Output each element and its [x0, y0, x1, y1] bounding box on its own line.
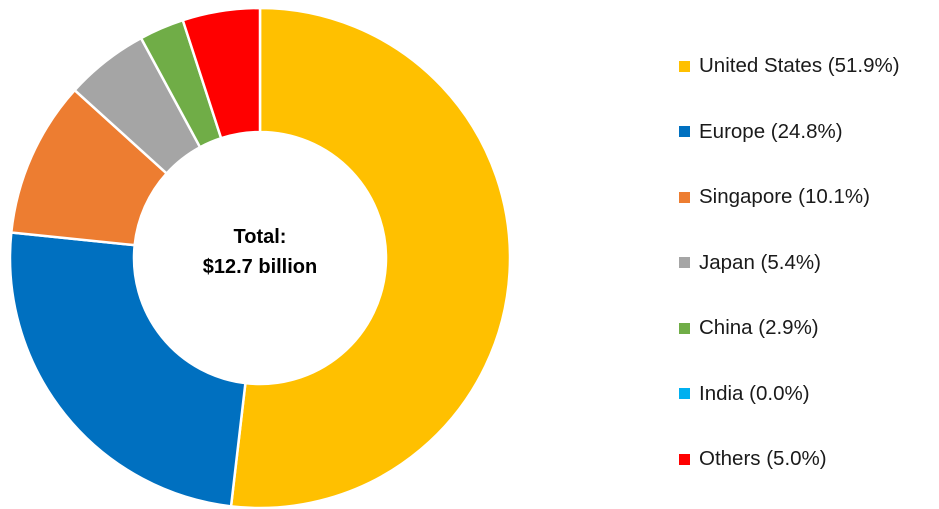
legend-label: India (0.0%) [699, 381, 810, 405]
donut-slice-1 [8, 231, 247, 508]
legend-label: China (2.9%) [699, 316, 819, 339]
donut-slice-0 [229, 6, 512, 509]
donut-slice-6 [181, 6, 262, 140]
legend-item: India (0.0%) [679, 378, 900, 410]
legend-item: Japan (5.4%) [679, 247, 900, 279]
legend-item: United States (51.9%) [679, 50, 900, 82]
legend-item: Singapore (10.1%) [679, 181, 900, 213]
legend-swatch [679, 388, 690, 399]
center-label-line-2: $12.7 billion [202, 256, 318, 278]
chart-legend: United States (51.9%) Europe (24.8%) Singa… [679, 50, 900, 509]
legend-swatch [679, 453, 690, 465]
legend-item: China (2.9%) [679, 312, 900, 344]
legend-item: Others (5.0%) [679, 443, 900, 475]
legend-item: Europe (24.8%) [679, 116, 900, 148]
legend-label: Europe (24.8%) [699, 119, 843, 143]
center-label-line-1: Total: [233, 226, 287, 248]
legend-swatch [679, 126, 690, 137]
legend-swatch [679, 257, 690, 268]
legend-swatch [679, 60, 690, 72]
legend-label: Others (5.0%) [699, 447, 827, 470]
legend-label: Japan (5.4%) [699, 250, 821, 274]
donut-center-label: Total: $12.7 billion [160, 222, 360, 282]
legend-swatch [679, 322, 690, 334]
legend-swatch [679, 191, 690, 203]
legend-label: Singapore (10.1%) [699, 185, 870, 208]
legend-label: United States (51.9%) [699, 54, 900, 77]
